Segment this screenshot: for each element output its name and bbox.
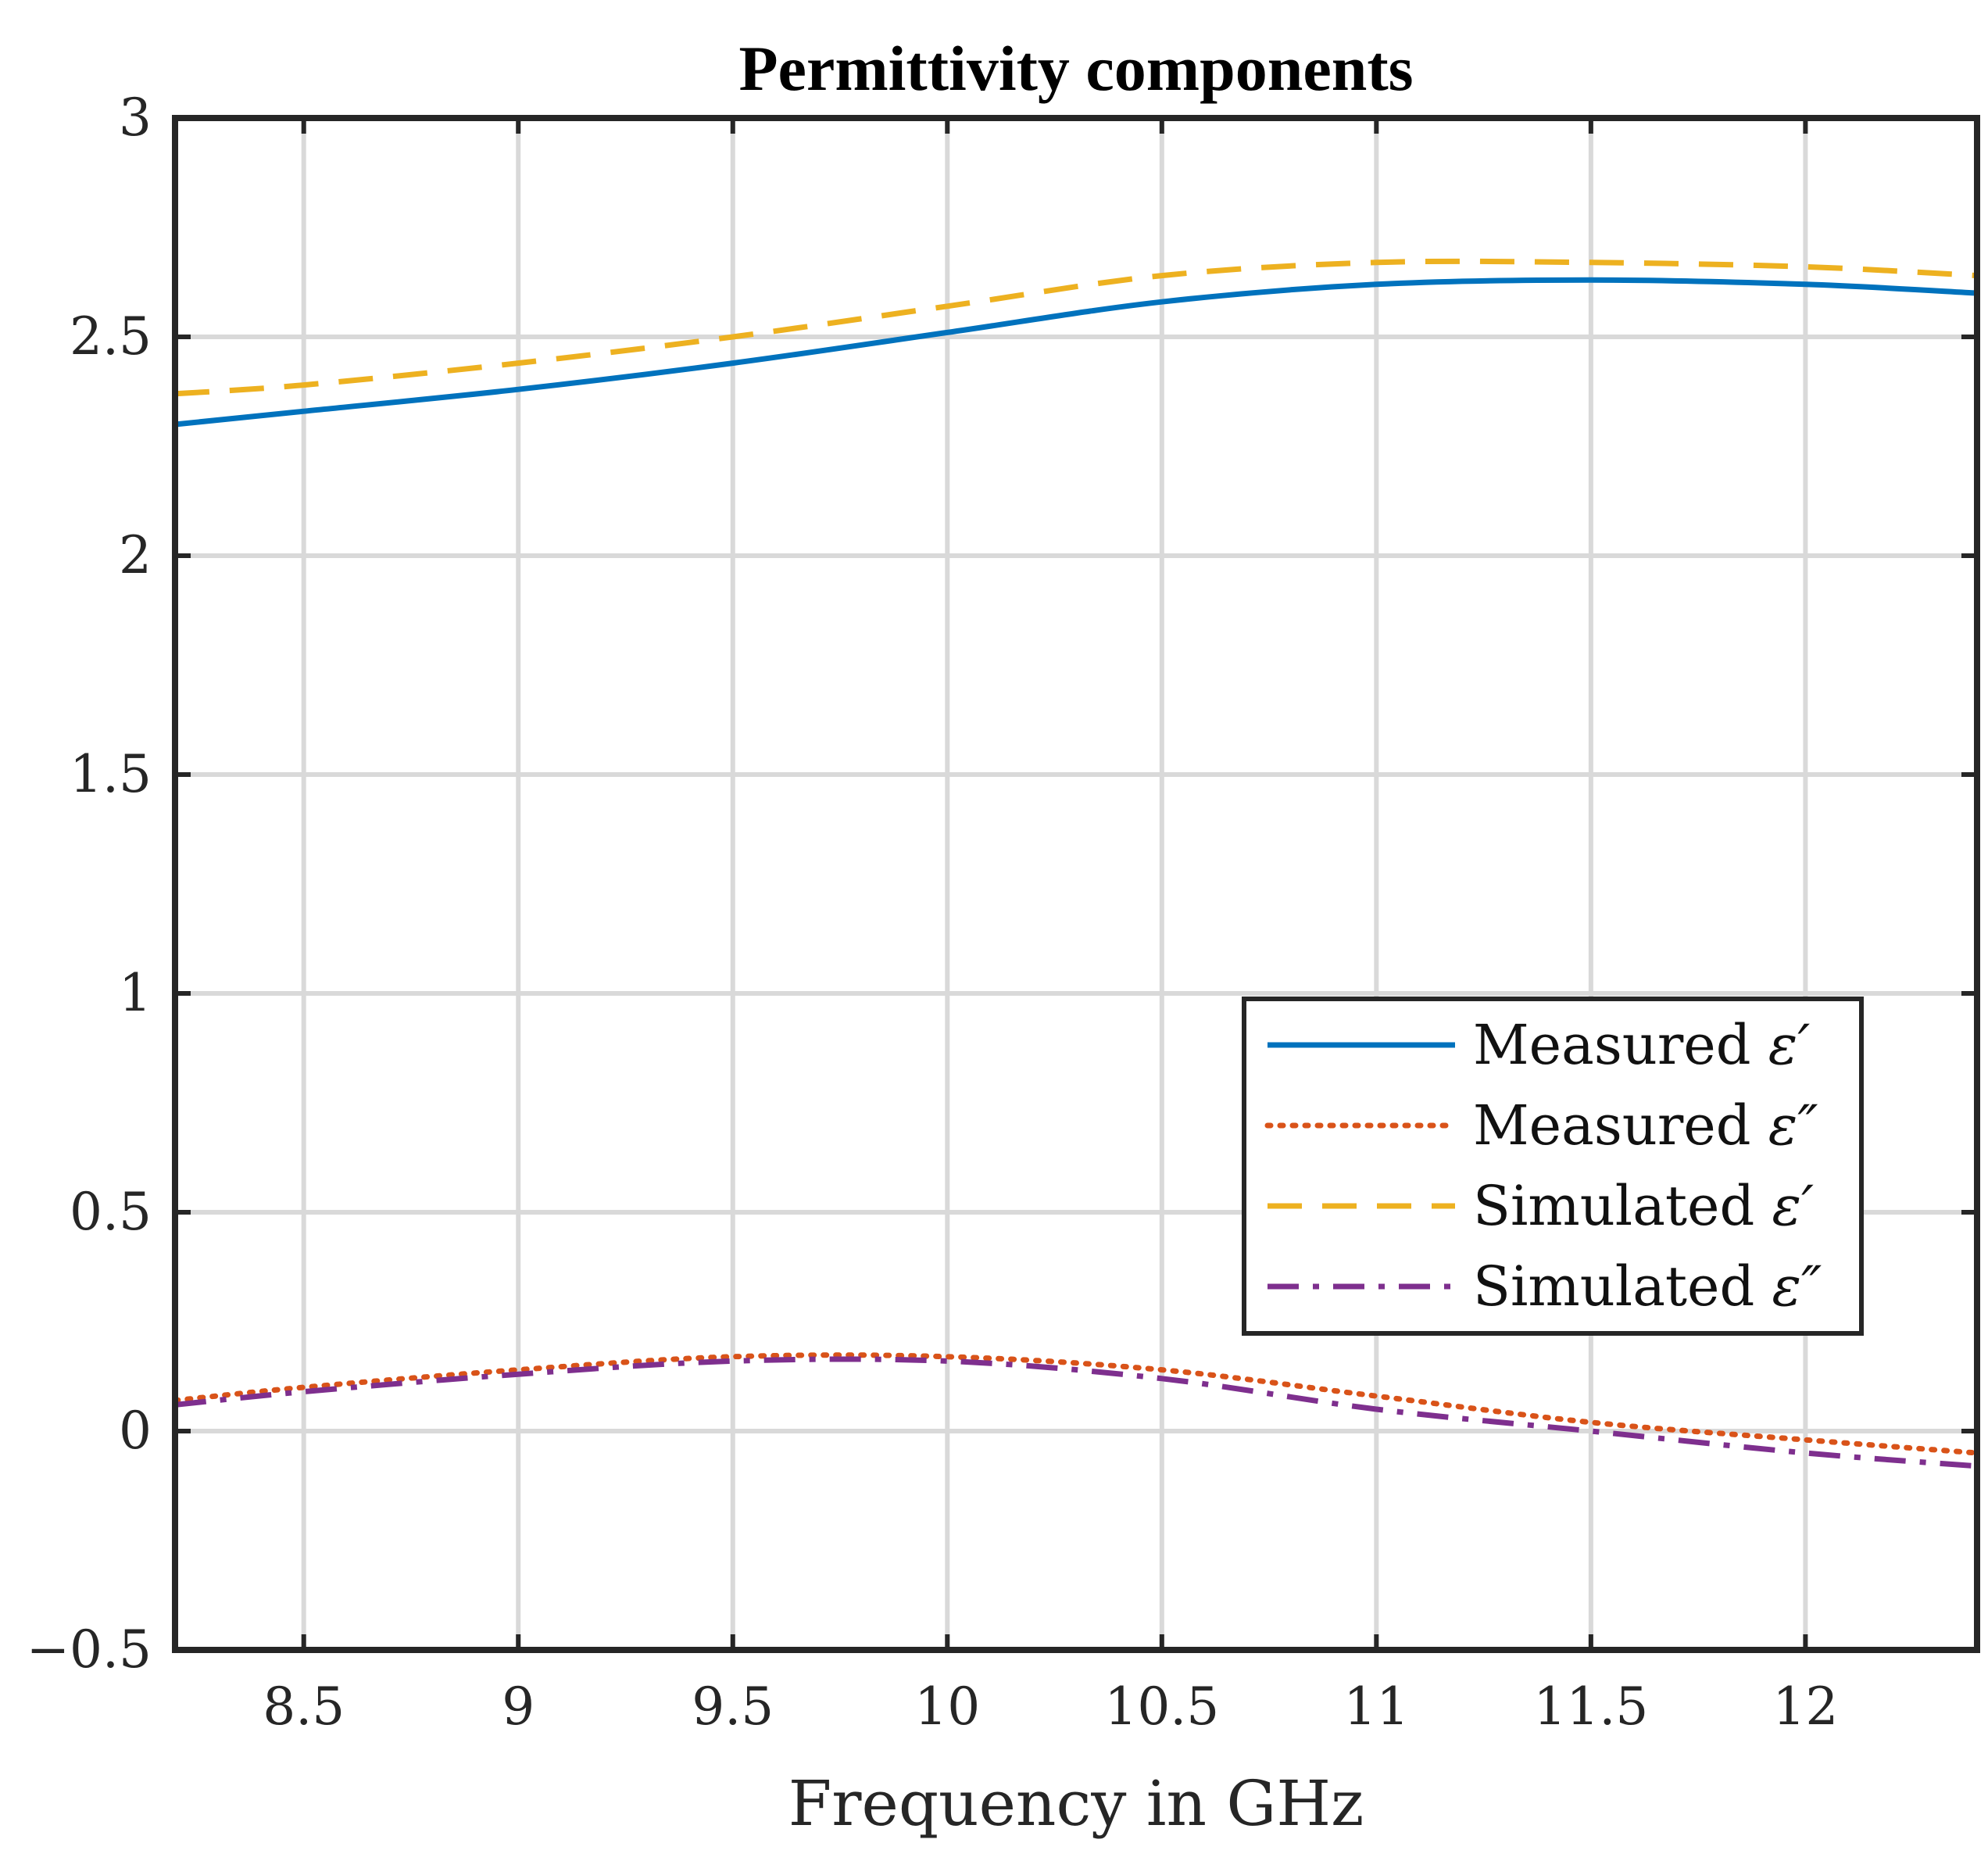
legend-box [1242, 997, 1864, 1336]
x-tick-label: 10 [914, 1677, 980, 1737]
plot-frame [172, 115, 1980, 1653]
x-tick-label: 9.5 [692, 1677, 774, 1737]
x-tick-label: 11.5 [1533, 1677, 1648, 1737]
axis-ticks: 8.5 9 9.5 10 10.5 11 11.5 12−0.500.511.522.53 [27, 88, 1977, 1737]
legend-entry-2: Measured ε″ [1473, 1093, 1818, 1158]
y-tick-label: 2 [119, 525, 152, 585]
x-tick-label: 11 [1343, 1677, 1409, 1737]
series-line-2 [172, 1352, 1980, 1456]
x-tick-label: 9 [502, 1677, 535, 1737]
x-tick-label: 8.5 [263, 1677, 345, 1737]
legend-entry-4: Simulated ε″ [1473, 1254, 1822, 1319]
x-tick-label: 12 [1772, 1677, 1838, 1737]
series-line-3 [174, 258, 1978, 397]
y-tick-label: 0 [119, 1401, 152, 1461]
y-tick-label: 2.5 [70, 306, 152, 367]
legend: Measured ε′ Measured ε″ Simulated ε′ Simula… [1242, 997, 1864, 1336]
grid-lines [175, 118, 1977, 1650]
y-tick-label: 3 [119, 88, 152, 148]
x-tick-label: 10.5 [1104, 1677, 1219, 1737]
y-tick-label: 1 [119, 963, 152, 1023]
chart-title: Permittivity components [738, 33, 1413, 104]
series-lines [172, 258, 1980, 1469]
legend-entry-1: Measured ε′ [1473, 1013, 1810, 1077]
y-tick-label: 1.5 [70, 744, 152, 804]
y-tick-label: 0.5 [70, 1182, 152, 1242]
legend-entry-3: Simulated ε′ [1473, 1174, 1814, 1238]
x-axis-label: Frequency in GHz [788, 1767, 1364, 1840]
y-tick-label: −0.5 [27, 1619, 152, 1680]
series-line-4 [174, 1356, 1978, 1469]
series-line-1 [174, 277, 1978, 428]
